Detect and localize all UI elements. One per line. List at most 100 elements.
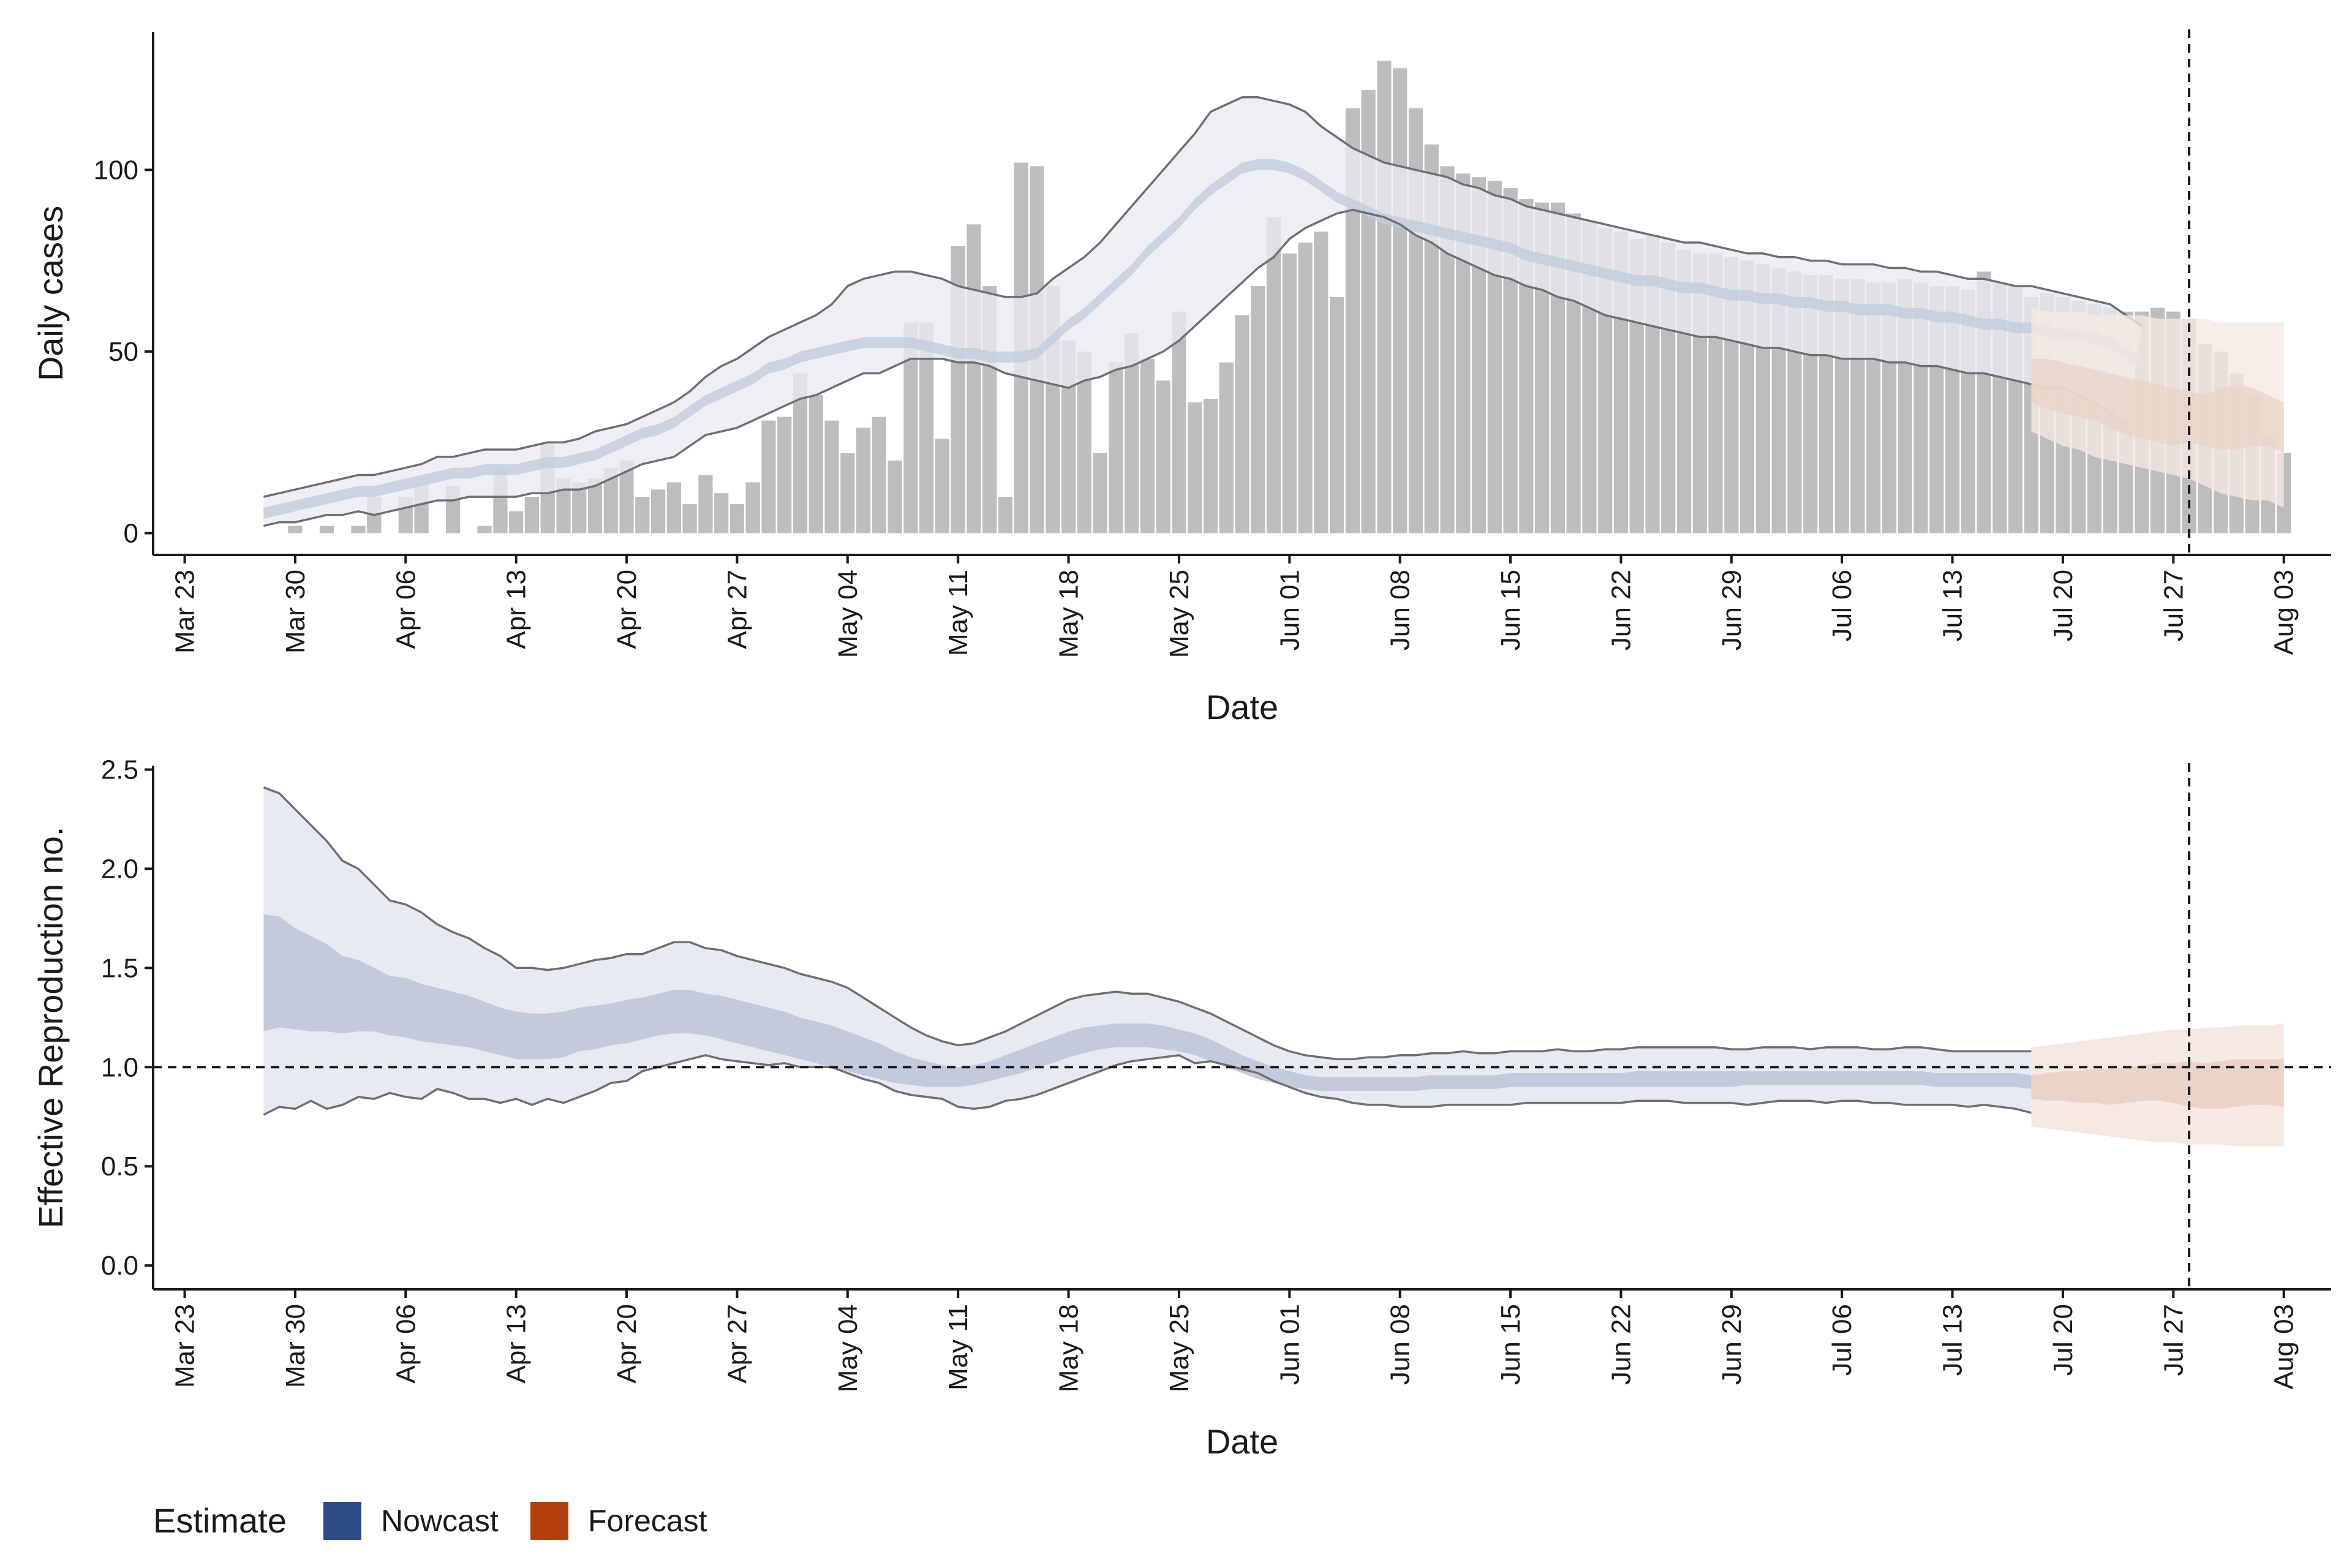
case-bar	[1345, 108, 1360, 533]
reproduction-number-panel: 0.0 0.5 1.0 1.5 2.0 2.5 Mar 23 Mar 30 Apr 06 Apr …	[31, 755, 2331, 1461]
nowcast-upper-edge	[263, 786, 2142, 1061]
x-tick-label: Jun 08	[1385, 1304, 1415, 1385]
case-bar	[1156, 380, 1170, 533]
case-bar	[809, 395, 823, 533]
x-tick-label: May 25	[1164, 570, 1194, 658]
y-tick-label: 0	[124, 518, 138, 548]
case-bar	[635, 497, 650, 533]
x-tick-label: Apr 27	[722, 570, 752, 649]
y-tick-label: 0.0	[101, 1251, 138, 1281]
x-tick-label: Jun 29	[1717, 1304, 1747, 1385]
x-tick-label: Apr 06	[391, 570, 421, 649]
y-axis-title: Daily cases	[31, 206, 70, 381]
x-tick-label: Apr 13	[502, 570, 532, 649]
legend-swatch-forecast	[530, 1502, 568, 1540]
x-tick-label: May 11	[943, 1304, 973, 1390]
case-bar	[1109, 362, 1123, 533]
case-bar	[1266, 217, 1281, 533]
case-bar	[745, 482, 760, 533]
y-tick-label: 1.0	[101, 1052, 138, 1082]
x-tick-label: Jul 27	[2158, 1304, 2188, 1376]
case-bar	[714, 493, 729, 533]
case-bar	[967, 224, 981, 533]
case-bar	[524, 497, 539, 533]
case-bar	[288, 526, 303, 533]
case-bar	[856, 428, 871, 533]
case-bar	[872, 417, 886, 533]
x-tick-label: Aug 03	[2269, 570, 2299, 655]
case-bar	[1203, 399, 1218, 533]
case-bar	[587, 478, 603, 533]
legend-title: Estimate	[153, 1501, 287, 1540]
nowcast-lower-edge	[263, 1054, 2143, 1128]
forecast-ci50-band	[2031, 358, 2284, 453]
case-bar	[572, 482, 587, 533]
forecast-ci50-band	[2031, 1059, 2284, 1109]
case-bar	[1140, 358, 1155, 533]
x-tick-label: Jul 06	[1827, 1304, 1857, 1376]
nowcast-upper-edge	[263, 96, 2143, 498]
case-bar	[903, 322, 918, 533]
case-bar	[935, 439, 949, 533]
x-tick-label: Jun 29	[1717, 570, 1747, 650]
legend-label-forecast: Forecast	[588, 1504, 707, 1538]
x-tick-label: Jul 06	[1827, 570, 1857, 641]
case-bar	[1440, 166, 1455, 533]
x-tick-label: Jun 08	[1385, 570, 1415, 650]
y-tick-label: 2.5	[101, 755, 138, 785]
case-bar	[1093, 453, 1107, 533]
x-tick-label: Apr 20	[612, 570, 642, 649]
case-bar	[1172, 311, 1186, 533]
case-bar	[1298, 243, 1313, 533]
case-bar	[1330, 296, 1344, 533]
x-tick-label: Jun 22	[1606, 1304, 1636, 1385]
y-tick-label: 100	[94, 155, 138, 185]
x-tick-label: Jul 20	[2048, 570, 2078, 641]
case-bar	[1377, 61, 1392, 533]
y-tick-label: 1.5	[101, 953, 138, 983]
case-bar	[777, 417, 792, 533]
y-tick-label: 0.5	[101, 1152, 138, 1182]
x-tick-label: Mar 30	[281, 570, 311, 654]
x-tick-label: Mar 30	[281, 1304, 311, 1388]
case-bar	[509, 511, 524, 533]
case-bar	[1393, 68, 1408, 533]
x-tick-label: Jun 01	[1275, 1304, 1305, 1385]
x-tick-label: Mar 23	[170, 570, 200, 654]
x-tick-label: Jun 15	[1496, 1304, 1526, 1385]
case-bar	[761, 420, 776, 533]
case-bar	[1219, 362, 1234, 533]
x-tick-label: May 18	[1054, 1304, 1084, 1392]
nowcast-lower-edge	[263, 208, 2127, 527]
case-bar	[682, 504, 697, 533]
case-bar	[477, 526, 492, 533]
legend-label-nowcast: Nowcast	[381, 1504, 499, 1538]
x-tick-label: May 04	[833, 1304, 863, 1392]
case-bar	[998, 497, 1013, 533]
case-bar	[698, 475, 713, 533]
x-tick-label: Mar 23	[170, 1304, 200, 1388]
case-bar	[351, 526, 366, 533]
y-tick-label: 2.0	[101, 854, 138, 884]
case-bar	[888, 460, 902, 533]
daily-cases-panel: 0 50 100 Mar 23 Mar 30 Apr 06 Apr 13 Apr 20 Apr …	[31, 29, 2331, 726]
nowcast-ci50-band	[263, 914, 2142, 1097]
case-bar	[319, 526, 334, 533]
x-tick-label: Apr 20	[612, 1304, 642, 1384]
case-bar	[619, 460, 634, 533]
x-axis-title: Date	[1206, 688, 1278, 726]
x-tick-label: Jul 13	[1938, 570, 1968, 641]
nowcast-ci90-band	[263, 97, 2142, 526]
case-bar	[666, 482, 681, 533]
x-tick-label: Apr 06	[391, 1304, 421, 1384]
case-bar	[1251, 286, 1265, 533]
x-tick-label: Jul 20	[2048, 1304, 2078, 1376]
case-bar	[1077, 351, 1091, 533]
x-tick-label: May 11	[943, 570, 973, 656]
case-bar	[1188, 402, 1202, 533]
x-tick-label: Jun 01	[1275, 570, 1305, 650]
x-tick-label: May 04	[833, 570, 863, 658]
case-bar	[651, 489, 666, 533]
case-bar	[1235, 315, 1250, 533]
